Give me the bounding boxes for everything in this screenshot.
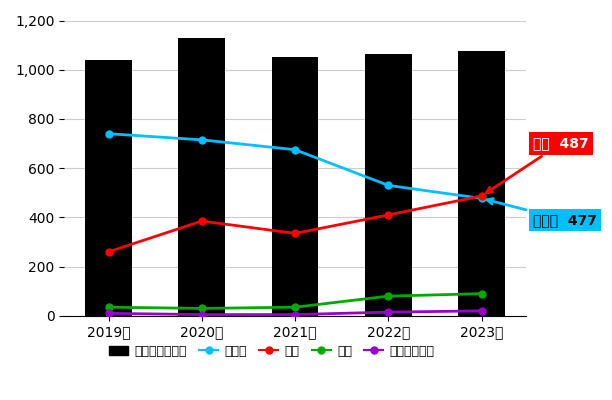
大麻 xyxy=(478,194,485,198)
Legend: 薬事犯検挙者数, 覚醒剤, 大麻, 麻薬, 危険ドラッグ: 薬事犯検挙者数, 覚醒剤, 大麻, 麻薬, 危険ドラッグ xyxy=(105,340,439,363)
Bar xyxy=(85,60,132,316)
覚醒剤 xyxy=(478,196,485,201)
覚醒剤 xyxy=(385,183,392,188)
危険ドラッグ xyxy=(105,311,112,316)
大麻 xyxy=(291,231,299,236)
Bar xyxy=(272,58,318,316)
Text: 大麻  487: 大麻 487 xyxy=(487,136,589,193)
Line: 覚醒剤: 覚醒剤 xyxy=(105,130,485,202)
覚醒剤 xyxy=(198,138,206,142)
Bar xyxy=(365,54,412,316)
覚醒剤 xyxy=(291,147,299,152)
Line: 危険ドラッグ: 危険ドラッグ xyxy=(105,308,485,318)
Line: 麻薬: 麻薬 xyxy=(105,290,485,312)
麻薬 xyxy=(105,305,112,310)
危険ドラッグ xyxy=(385,310,392,314)
麻薬 xyxy=(291,305,299,310)
麻薬 xyxy=(478,291,485,296)
危険ドラッグ xyxy=(478,308,485,313)
麻薬 xyxy=(198,306,206,311)
大麻 xyxy=(385,212,392,217)
大麻 xyxy=(105,250,112,254)
麻薬 xyxy=(385,294,392,298)
Line: 大麻: 大麻 xyxy=(105,192,485,255)
覚醒剤 xyxy=(105,131,112,136)
Bar xyxy=(458,51,505,316)
Bar xyxy=(179,38,225,316)
大麻 xyxy=(198,219,206,224)
危険ドラッグ xyxy=(198,312,206,317)
危険ドラッグ xyxy=(291,312,299,317)
Text: 覚醒剤  477: 覚醒剤 477 xyxy=(487,198,597,227)
